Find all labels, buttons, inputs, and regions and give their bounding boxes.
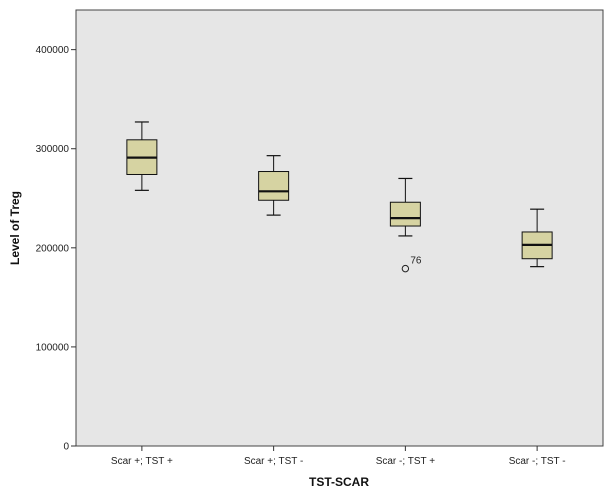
outlier-point bbox=[401, 264, 410, 273]
x-tick-label: Scar -; TST + bbox=[376, 456, 436, 467]
plot-area bbox=[75, 9, 604, 447]
box-group bbox=[521, 208, 553, 268]
box-group bbox=[126, 121, 158, 191]
x-axis-title: TST-SCAR bbox=[309, 475, 369, 489]
y-tick-label: 300000 bbox=[36, 144, 70, 155]
x-tick-label: Scar -; TST - bbox=[509, 456, 566, 467]
y-tick-label: 200000 bbox=[36, 243, 70, 254]
iqr-box bbox=[389, 201, 421, 227]
y-tick-label: 0 bbox=[63, 442, 69, 453]
y-tick-label: 100000 bbox=[36, 342, 70, 353]
x-tick-label: Scar +; TST - bbox=[244, 456, 303, 467]
box-group bbox=[258, 155, 290, 216]
y-axis-title: Level of Treg bbox=[8, 191, 22, 265]
outlier-label: 76 bbox=[410, 256, 422, 267]
iqr-box bbox=[258, 171, 290, 201]
boxes: 76 bbox=[126, 121, 553, 273]
x-tick-label: Scar +; TST + bbox=[111, 456, 173, 467]
y-tick-label: 400000 bbox=[36, 45, 70, 56]
y-axis: 0 100000 200000 300000 400000 bbox=[36, 45, 76, 453]
x-axis: Scar +; TST + Scar +; TST - Scar -; TST + S… bbox=[111, 446, 566, 467]
box-group: 76 bbox=[389, 177, 422, 273]
